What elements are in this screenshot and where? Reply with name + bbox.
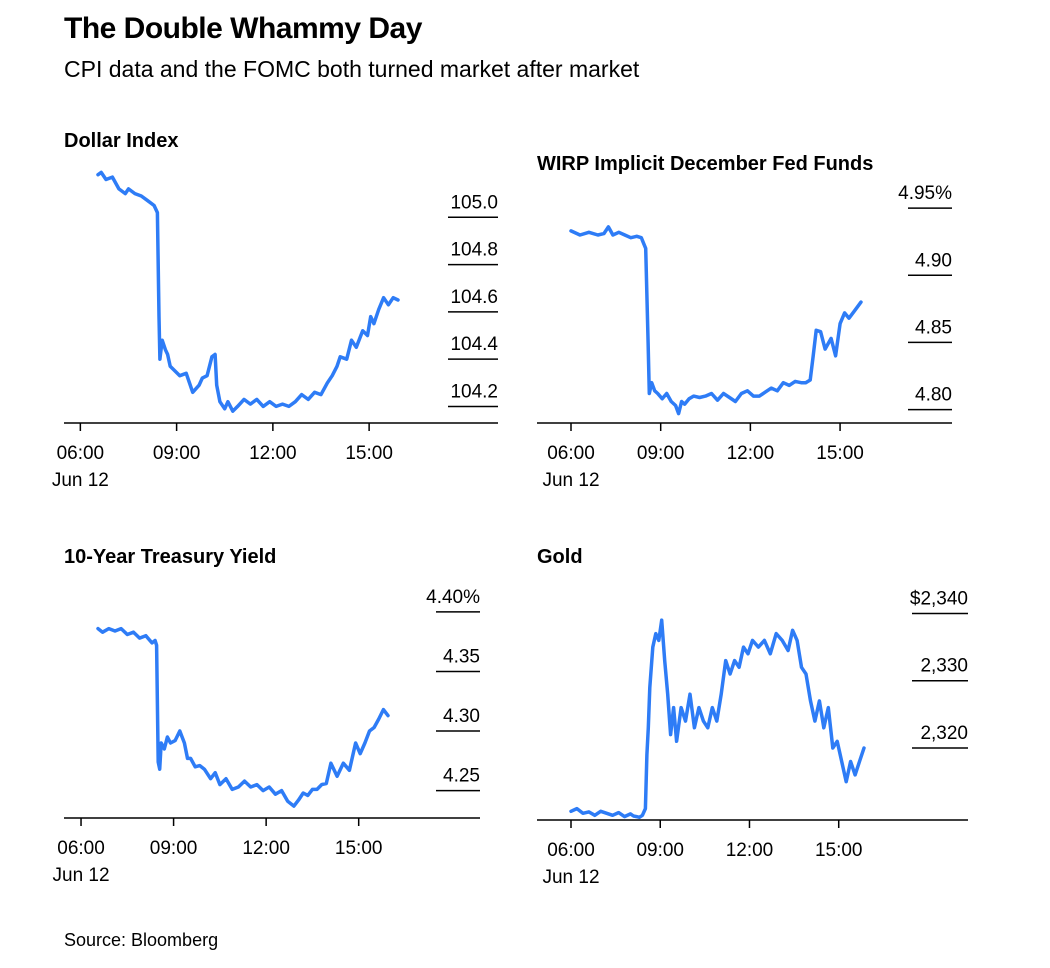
- page-title: The Double Whammy Day: [64, 12, 422, 45]
- x-date-label: Jun 12: [542, 867, 599, 888]
- y-tick-label: 105.0: [450, 192, 498, 213]
- x-tick-label: 15:00: [816, 443, 864, 464]
- x-date-label: Jun 12: [53, 865, 110, 886]
- x-date-label: Jun 12: [52, 470, 109, 491]
- y-tick-label: $2,340: [910, 588, 968, 609]
- series-line-treasury-yield: [96, 626, 390, 808]
- x-tick-label: 12:00: [242, 838, 290, 859]
- x-tick-label: 09:00: [636, 840, 684, 861]
- y-tick-label: 104.4: [450, 334, 498, 355]
- x-tick-label: 12:00: [249, 443, 297, 464]
- y-tick-label: 4.80: [915, 385, 952, 406]
- series-line-dollar-index: [96, 170, 400, 413]
- chart-panel-wirp-fed-funds: WIRP Implicit December Fed Funds 4.80 4.85…: [537, 153, 952, 491]
- y-tick-label: 2,320: [920, 723, 968, 744]
- x-tick-label: 06:00: [547, 443, 595, 464]
- y-tick-label: 4.85: [915, 317, 952, 338]
- y-tick-label: 4.35: [443, 646, 480, 667]
- x-tick-label: 15:00: [345, 443, 393, 464]
- x-tick-label: 09:00: [153, 443, 201, 464]
- y-tick-label: 4.40%: [426, 587, 480, 608]
- x-tick-label: 15:00: [335, 838, 383, 859]
- y-tick-label: 104.8: [450, 240, 498, 261]
- source-note: Source: Bloomberg: [64, 930, 219, 950]
- chart-title: Gold: [537, 546, 583, 568]
- chart-title: WIRP Implicit December Fed Funds: [537, 153, 873, 175]
- y-tick-label: 2,330: [920, 656, 968, 677]
- x-date-label: Jun 12: [542, 470, 599, 491]
- y-tick-label: 104.2: [450, 381, 498, 402]
- chart-title: 10-Year Treasury Yield: [64, 546, 276, 568]
- y-tick-label: 104.6: [450, 287, 498, 308]
- x-tick-label: 06:00: [57, 838, 105, 859]
- y-tick-label: 4.30: [443, 706, 480, 727]
- x-tick-label: 12:00: [727, 443, 775, 464]
- x-tick-label: 09:00: [150, 838, 198, 859]
- x-tick-label: 15:00: [815, 840, 863, 861]
- x-tick-label: 06:00: [547, 840, 595, 861]
- chart-panel-treasury-yield: 10-Year Treasury Yield 4.25 4.30 4.35 4.40% 0…: [53, 546, 481, 886]
- series-line-gold: [569, 618, 866, 820]
- page-subtitle: CPI data and the FOMC both turned market…: [64, 56, 640, 82]
- chart-title: Dollar Index: [64, 130, 178, 152]
- y-tick-label: 4.95%: [898, 183, 952, 204]
- x-tick-label: 06:00: [57, 443, 105, 464]
- x-tick-label: 09:00: [637, 443, 685, 464]
- y-tick-label: 4.25: [443, 766, 480, 787]
- chart-panel-gold: Gold 2,320 2,330 $2,340 06:00 09:00 12:00 15:00…: [537, 546, 968, 888]
- y-tick-label: 4.90: [915, 250, 952, 271]
- chart-panel-dollar-index: Dollar Index 104.2 104.4 104.6 104.8 105.0 06:…: [52, 130, 499, 491]
- series-line-wirp-fed-funds: [569, 225, 863, 416]
- x-tick-label: 12:00: [726, 840, 774, 861]
